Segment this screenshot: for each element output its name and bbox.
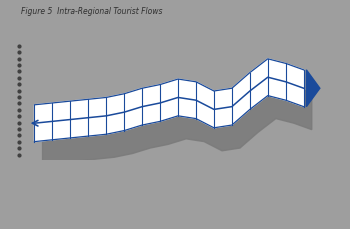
Polygon shape [306, 71, 320, 107]
Polygon shape [34, 60, 304, 142]
Polygon shape [43, 82, 312, 165]
Text: Figure 5  Intra-Regional Tourist Flows: Figure 5 Intra-Regional Tourist Flows [21, 7, 162, 16]
